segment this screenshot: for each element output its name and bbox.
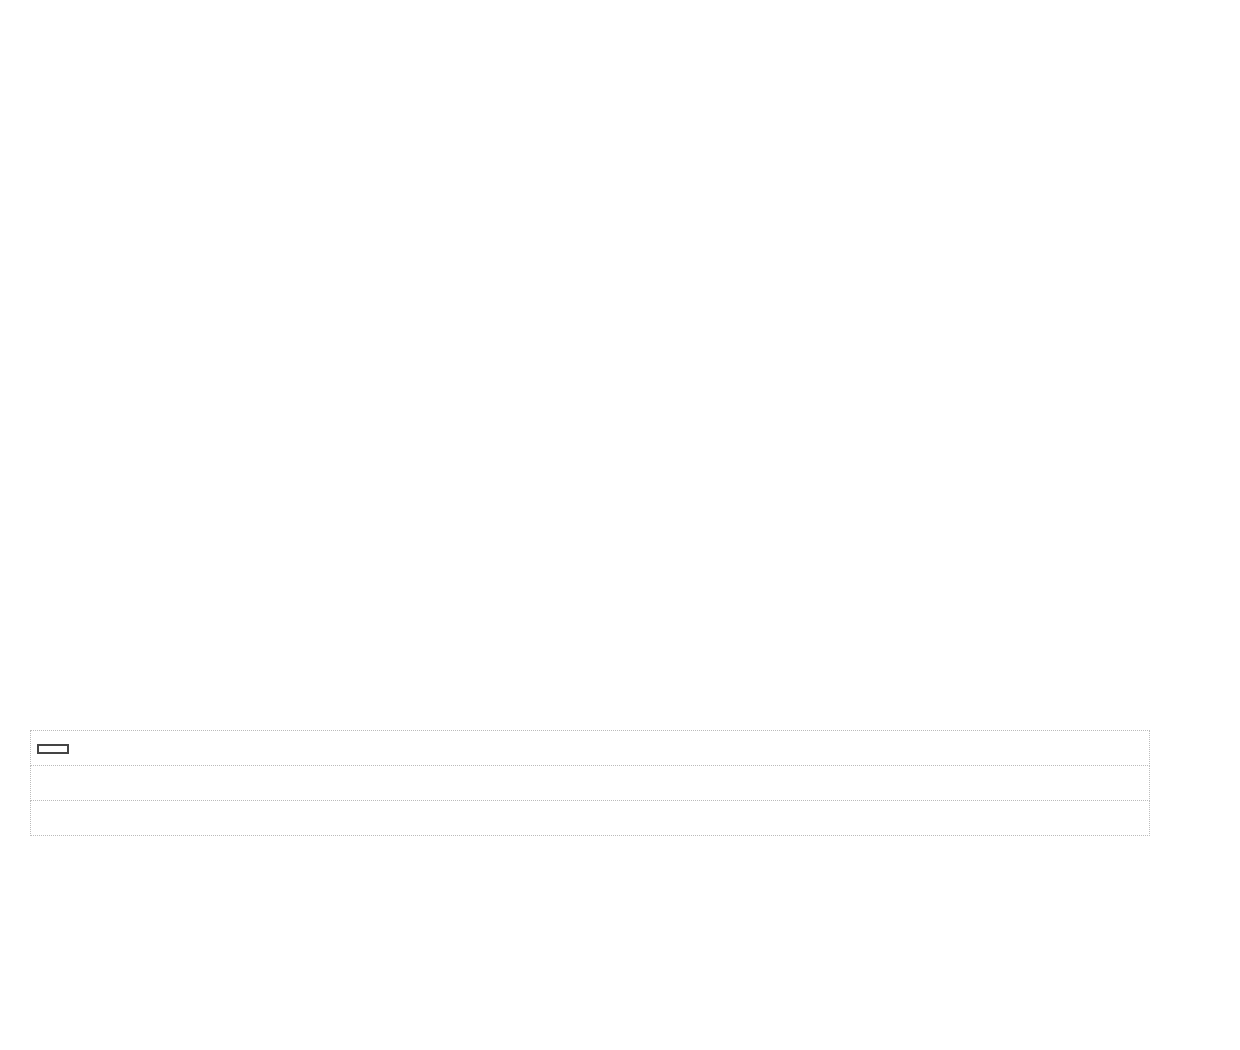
row-head-temp <box>31 766 1150 801</box>
legend-swatch-temp <box>540 54 594 63</box>
chart-svg <box>120 90 1150 720</box>
seconds-label <box>37 744 69 754</box>
table-row-seconds <box>31 731 1150 766</box>
chart-legend <box>0 20 1240 70</box>
legend-swatch-watt <box>638 54 692 63</box>
legend-item-watt <box>638 54 700 63</box>
chart-title <box>0 0 1240 20</box>
row-swatch-temp <box>37 781 73 788</box>
row-swatch-watt <box>37 816 73 823</box>
row-head-watt <box>31 801 1150 836</box>
data-table <box>30 730 1150 836</box>
chart-plot-area <box>120 90 1150 720</box>
table-row-temp <box>31 766 1150 801</box>
legend-item-temp <box>540 54 602 63</box>
table-row-watt <box>31 801 1150 836</box>
seconds-header-cell <box>31 731 1150 766</box>
